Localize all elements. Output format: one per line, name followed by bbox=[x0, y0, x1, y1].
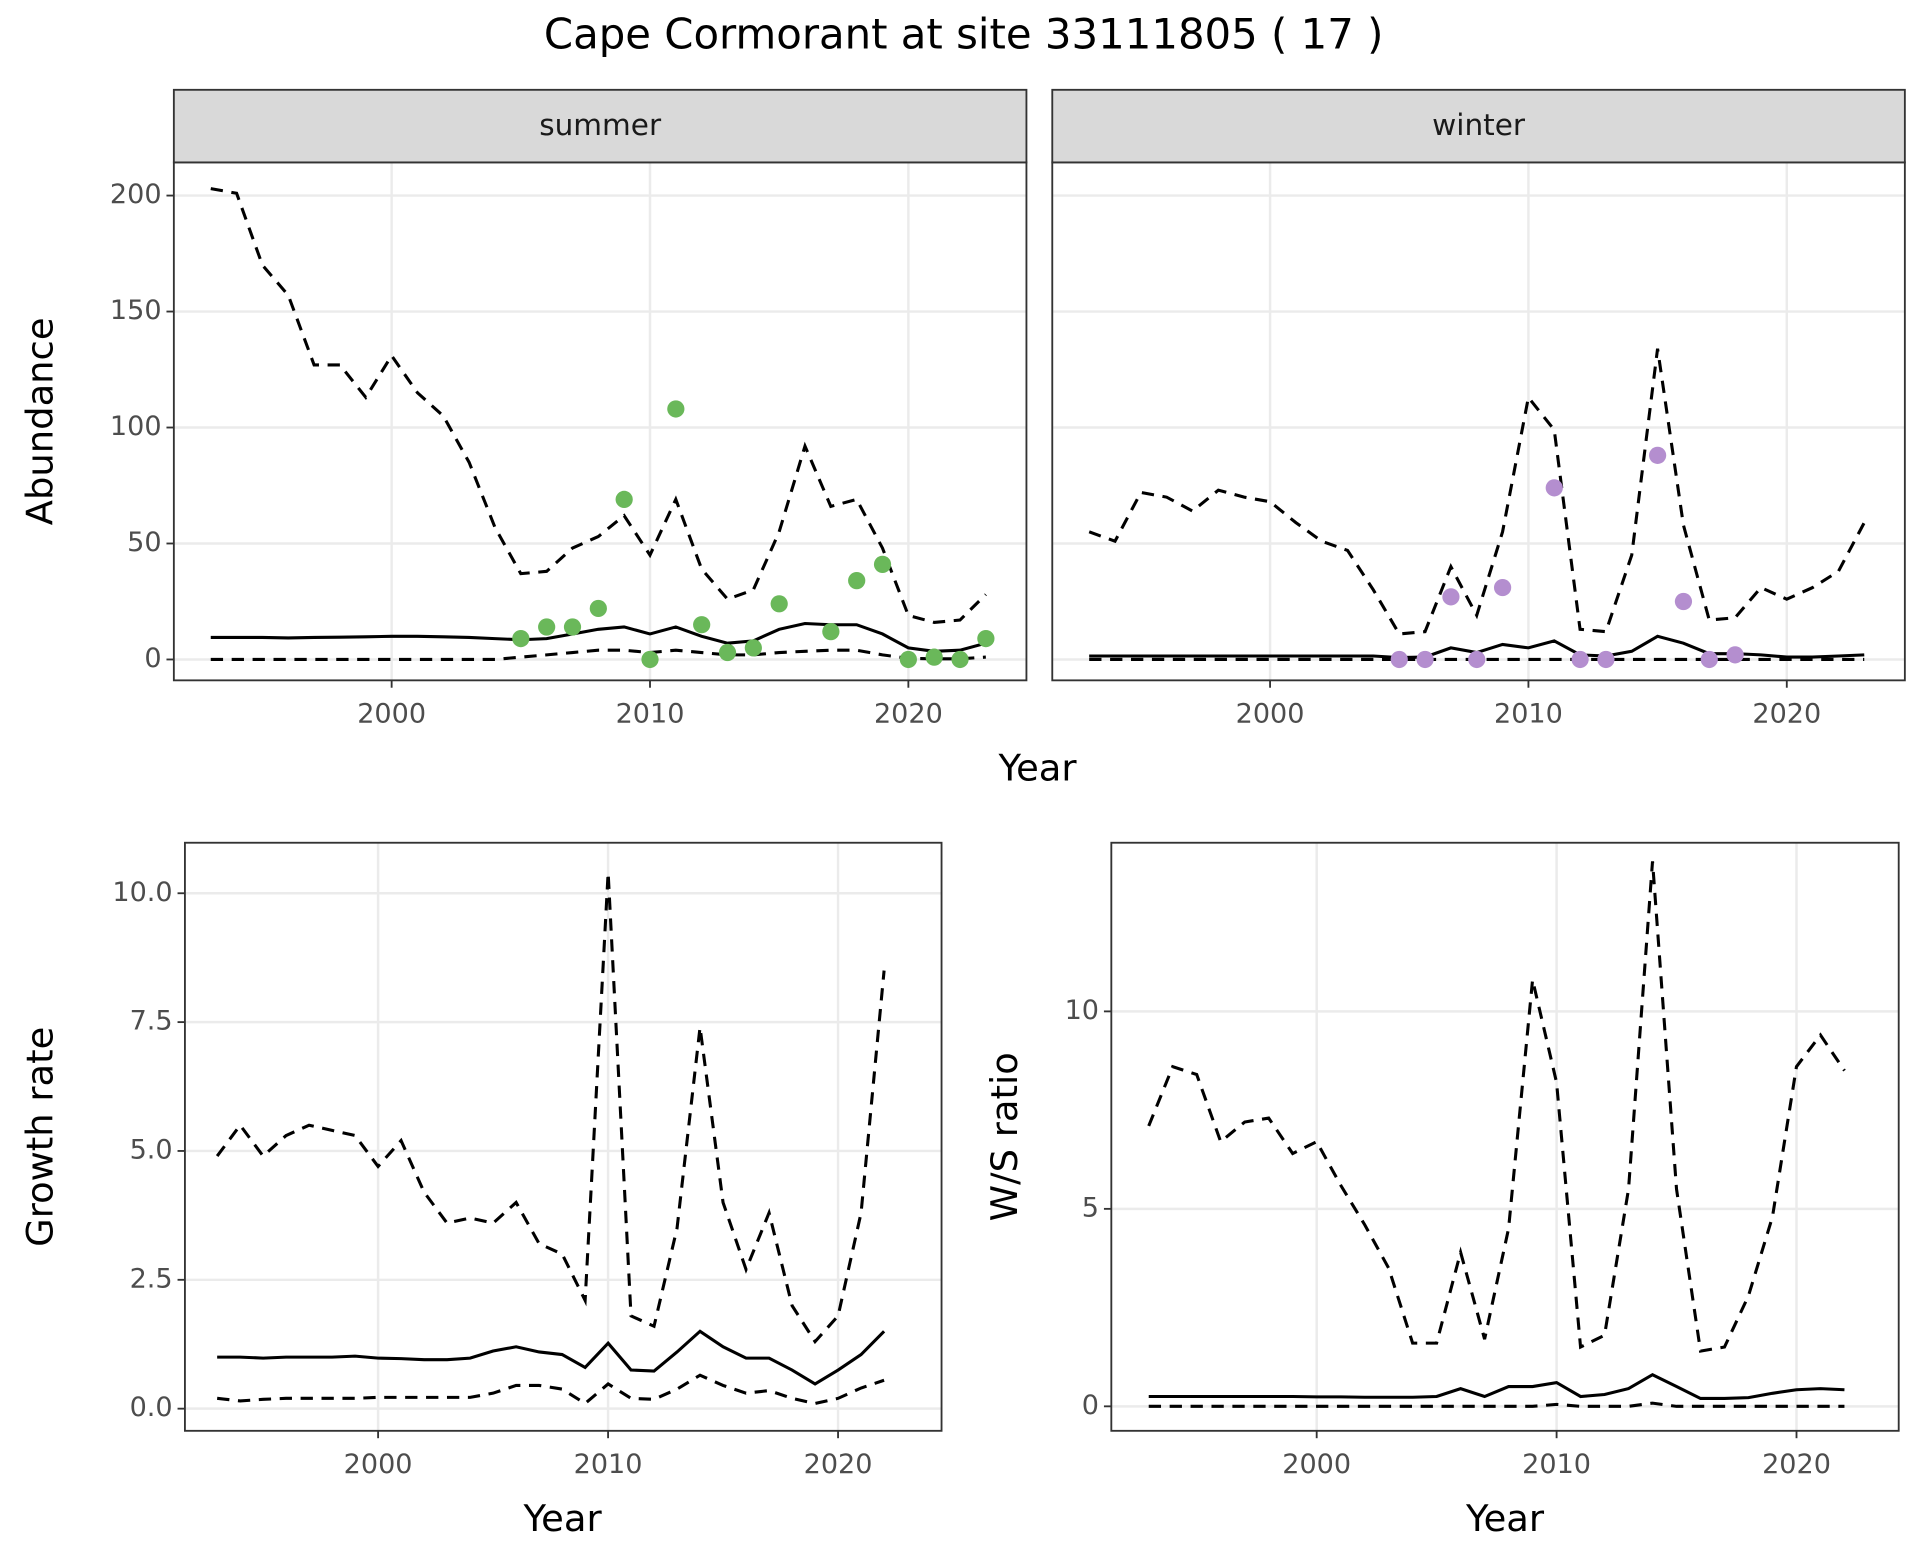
data-point bbox=[693, 616, 711, 634]
series-line bbox=[1148, 1372, 1845, 1401]
strip bbox=[1051, 88, 1906, 164]
data-point bbox=[641, 650, 659, 669]
data-point bbox=[848, 571, 866, 590]
series-line bbox=[210, 187, 987, 624]
data-point bbox=[1468, 650, 1486, 669]
y-tick-label: 100 bbox=[110, 411, 162, 442]
x-tick-label: 2010 bbox=[616, 698, 685, 729]
x-tick-label: 2000 bbox=[1236, 698, 1305, 729]
data-point bbox=[1700, 650, 1718, 669]
y-tick-label: 10 bbox=[1065, 995, 1099, 1026]
y-tick-label: 7.5 bbox=[130, 1006, 173, 1037]
strip bbox=[172, 88, 1028, 164]
data-point bbox=[1648, 446, 1667, 464]
x-tick-label: 2010 bbox=[1494, 698, 1563, 729]
y-axis-label: Abundance bbox=[19, 317, 62, 525]
panel-border bbox=[1110, 841, 1900, 1432]
data-point bbox=[1442, 588, 1460, 606]
x-tick-label: 2020 bbox=[804, 1449, 873, 1480]
x-tick-label: 2000 bbox=[1282, 1449, 1351, 1480]
series-line bbox=[217, 1329, 886, 1386]
series-line bbox=[216, 1373, 885, 1406]
y-tick-label: 200 bbox=[110, 179, 162, 210]
strip-label: summer bbox=[539, 108, 662, 142]
y-tick-label: 0.0 bbox=[130, 1392, 173, 1423]
data-point bbox=[770, 595, 788, 613]
y-tick-label: 2.5 bbox=[130, 1263, 173, 1294]
data-point bbox=[589, 599, 607, 618]
data-point bbox=[667, 400, 685, 418]
y-tick-label: 50 bbox=[127, 527, 161, 558]
data-point bbox=[563, 618, 582, 636]
data-point bbox=[951, 650, 969, 669]
series-line bbox=[1088, 348, 1866, 636]
data-point bbox=[538, 618, 556, 636]
x-tick-label: 2010 bbox=[574, 1449, 643, 1480]
series-line bbox=[210, 621, 987, 653]
x-tick-label: 2020 bbox=[1752, 698, 1821, 729]
data-point bbox=[512, 629, 530, 648]
series-line bbox=[215, 872, 886, 1345]
data-point bbox=[718, 643, 737, 662]
data-point bbox=[822, 623, 840, 641]
x-tick-label: 2020 bbox=[1762, 1449, 1831, 1480]
data-point bbox=[1674, 592, 1693, 611]
y-tick-label: 150 bbox=[110, 295, 162, 326]
y-axis-label: Growth rate bbox=[19, 1027, 62, 1247]
series-line bbox=[210, 648, 986, 661]
x-tick-label: 2010 bbox=[1522, 1449, 1591, 1480]
y-tick-label: 0 bbox=[1082, 1390, 1099, 1421]
x-tick-label: 2000 bbox=[357, 698, 426, 729]
data-point bbox=[615, 490, 633, 509]
data-point bbox=[1545, 479, 1563, 497]
data-point bbox=[1726, 646, 1744, 664]
series-line bbox=[1147, 861, 1846, 1353]
x-tick-label: 2020 bbox=[874, 698, 943, 729]
y-tick-label: 5.0 bbox=[130, 1134, 173, 1165]
data-point bbox=[1493, 578, 1512, 597]
x-tick-label: 2000 bbox=[344, 1449, 413, 1480]
y-tick-label: 10.0 bbox=[112, 877, 172, 908]
data-point bbox=[1390, 650, 1408, 669]
panel-border bbox=[1051, 161, 1906, 682]
strip-label: winter bbox=[1432, 108, 1526, 142]
data-point bbox=[1416, 650, 1434, 669]
data-point bbox=[1571, 650, 1589, 669]
data-point bbox=[899, 650, 917, 669]
y-tick-label: 5 bbox=[1082, 1192, 1099, 1223]
x-axis-label: Year bbox=[997, 747, 1077, 790]
panel-border bbox=[183, 841, 943, 1432]
y-tick-label: 0 bbox=[144, 643, 161, 674]
x-axis-label: Year bbox=[523, 1497, 603, 1540]
data-point bbox=[925, 648, 943, 666]
y-axis-label: W/S ratio bbox=[983, 1052, 1026, 1221]
figure-title: Cape Cormorant at site 33111805 ( 17 ) bbox=[544, 9, 1384, 58]
data-point bbox=[873, 555, 892, 573]
data-point bbox=[744, 639, 762, 657]
series-line bbox=[1148, 1401, 1845, 1408]
x-axis-label: Year bbox=[1465, 1497, 1545, 1540]
data-point bbox=[977, 629, 995, 648]
data-point bbox=[1597, 650, 1615, 669]
